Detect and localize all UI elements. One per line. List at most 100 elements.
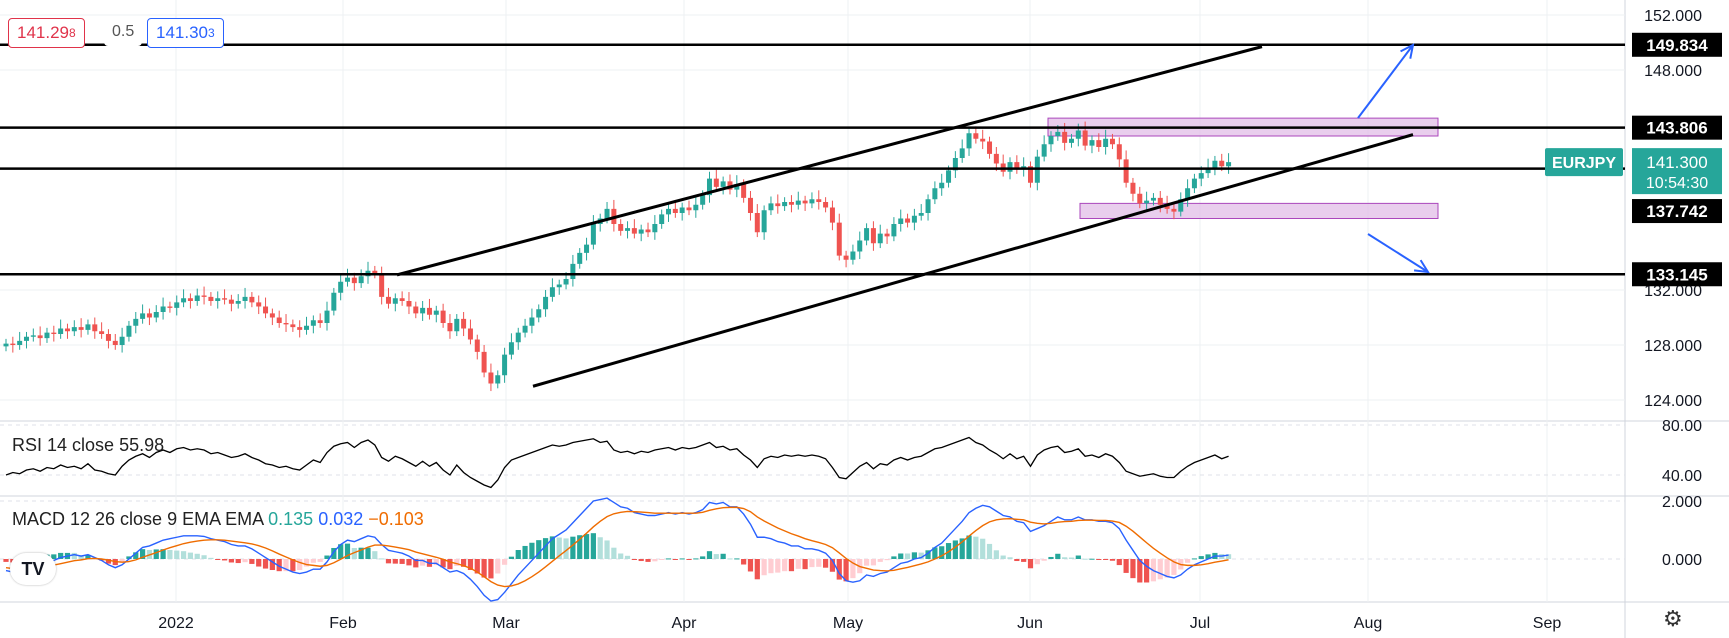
macd-histogram-bar (795, 559, 801, 569)
candle-body (898, 218, 904, 224)
macd-histogram-bar (235, 559, 241, 564)
candle-body (816, 199, 822, 202)
macd-histogram-bar (638, 559, 644, 562)
candle-body (379, 273, 385, 297)
candle-body (590, 224, 596, 245)
macd-histogram-bar (966, 535, 972, 559)
level-label: 149.834 (1646, 36, 1708, 55)
macd-histogram-bar (85, 554, 91, 559)
macd-histogram-bar (379, 558, 385, 560)
buy-price-button[interactable]: 141.303 (147, 18, 224, 48)
macd-histogram-bar (201, 555, 207, 559)
candle-body (1089, 140, 1095, 146)
candle-body (877, 233, 883, 244)
candle-body (1164, 204, 1170, 209)
histogram-value: −0.103 (368, 509, 424, 529)
candle-body (58, 328, 64, 334)
macd-histogram-bar (556, 537, 562, 559)
macd-histogram-bar (604, 540, 610, 559)
macd-histogram-bar (686, 559, 692, 560)
rsi-line (5, 436, 1229, 489)
macd-histogram-bar (249, 559, 255, 564)
candle-body (563, 279, 569, 285)
rsi-legend[interactable]: RSI 14 close 55.98 (12, 435, 164, 456)
candle-body (276, 317, 282, 323)
level-label: 133.145 (1646, 265, 1707, 284)
candle-body (857, 240, 863, 252)
macd-histogram-bar (1191, 558, 1198, 560)
candle-body (1109, 138, 1115, 145)
macd-histogram-bar (522, 545, 528, 559)
candle-body (502, 354, 508, 376)
candle-body (659, 214, 665, 224)
candle-body (679, 207, 685, 213)
candle-body (160, 306, 166, 312)
candle-body (570, 263, 576, 279)
rsi-axis-tick: 40.00 (1662, 468, 1702, 485)
macd-histogram-bar (727, 558, 733, 560)
candle-body (788, 202, 794, 205)
macd-histogram-bar (433, 559, 439, 566)
macd-histogram-bar (891, 556, 897, 559)
candle-body (515, 332, 521, 343)
candle-body (645, 229, 651, 233)
candle-body (99, 331, 105, 334)
gear-icon[interactable]: ⚙ (1663, 606, 1683, 631)
candle-body (420, 307, 426, 314)
macd-histogram-bar (1089, 558, 1095, 560)
macd-histogram-bar (720, 553, 726, 559)
candle-body (37, 335, 43, 339)
time-axis-label: Mar (492, 615, 520, 632)
candle-body (672, 208, 678, 213)
level-label-box (1632, 32, 1722, 57)
candle-body (433, 310, 439, 315)
candle-body (112, 340, 118, 345)
macd-histogram-bar (1007, 557, 1013, 559)
candle-body (1041, 144, 1047, 157)
macd-histogram-bar (1123, 559, 1129, 573)
macd-histogram-bar (467, 559, 474, 571)
macd-histogram-bar (802, 559, 808, 570)
time-axis-label: 2022 (158, 615, 194, 632)
macd-histogram-bar (440, 559, 446, 568)
sell-price-button[interactable]: 141.298 (8, 18, 85, 48)
candle-body (392, 298, 398, 304)
macd-histogram-bar (775, 559, 781, 573)
candle-body (782, 202, 788, 207)
macd-histogram-bar (3, 559, 9, 562)
macd-legend[interactable]: MACD 12 26 close 9 EMA EMA 0.135 0.032 −… (12, 509, 424, 530)
macd-histogram-bar (1144, 559, 1150, 583)
macd-histogram-bar (631, 559, 637, 560)
candle-body (932, 188, 938, 200)
candle-body (317, 320, 323, 323)
candle-body (399, 298, 405, 301)
macd-histogram-bar (126, 556, 132, 559)
candle-body (508, 342, 514, 355)
candle-body (338, 281, 344, 293)
candle-body (747, 197, 753, 213)
macd-histogram-bar (1096, 559, 1102, 560)
macd-histogram-bar (980, 538, 986, 559)
candle-body (1123, 159, 1129, 183)
signal-value: 0.032 (318, 509, 364, 529)
candle-body (625, 228, 631, 231)
macd-histogram-bar (344, 543, 351, 559)
candle-body (1007, 162, 1013, 172)
candle-body (481, 351, 487, 373)
macd-histogram-bar (665, 558, 672, 560)
macd-histogram-bar (870, 559, 877, 566)
tradingview-logo-icon[interactable]: TV (10, 553, 56, 585)
macd-histogram-bar (816, 559, 822, 567)
time-axis-label: May (833, 615, 863, 632)
macd-histogram-bar (911, 552, 917, 559)
ask-price-pip: 3 (208, 26, 215, 40)
macd-histogram-bar (761, 559, 767, 576)
candle-body (249, 296, 255, 303)
candle-body (870, 228, 876, 244)
candle-body (64, 328, 70, 332)
candle-body (652, 224, 658, 233)
candle-body (454, 318, 460, 332)
candle-body (1014, 162, 1020, 169)
macd-histogram-bar (447, 559, 453, 570)
